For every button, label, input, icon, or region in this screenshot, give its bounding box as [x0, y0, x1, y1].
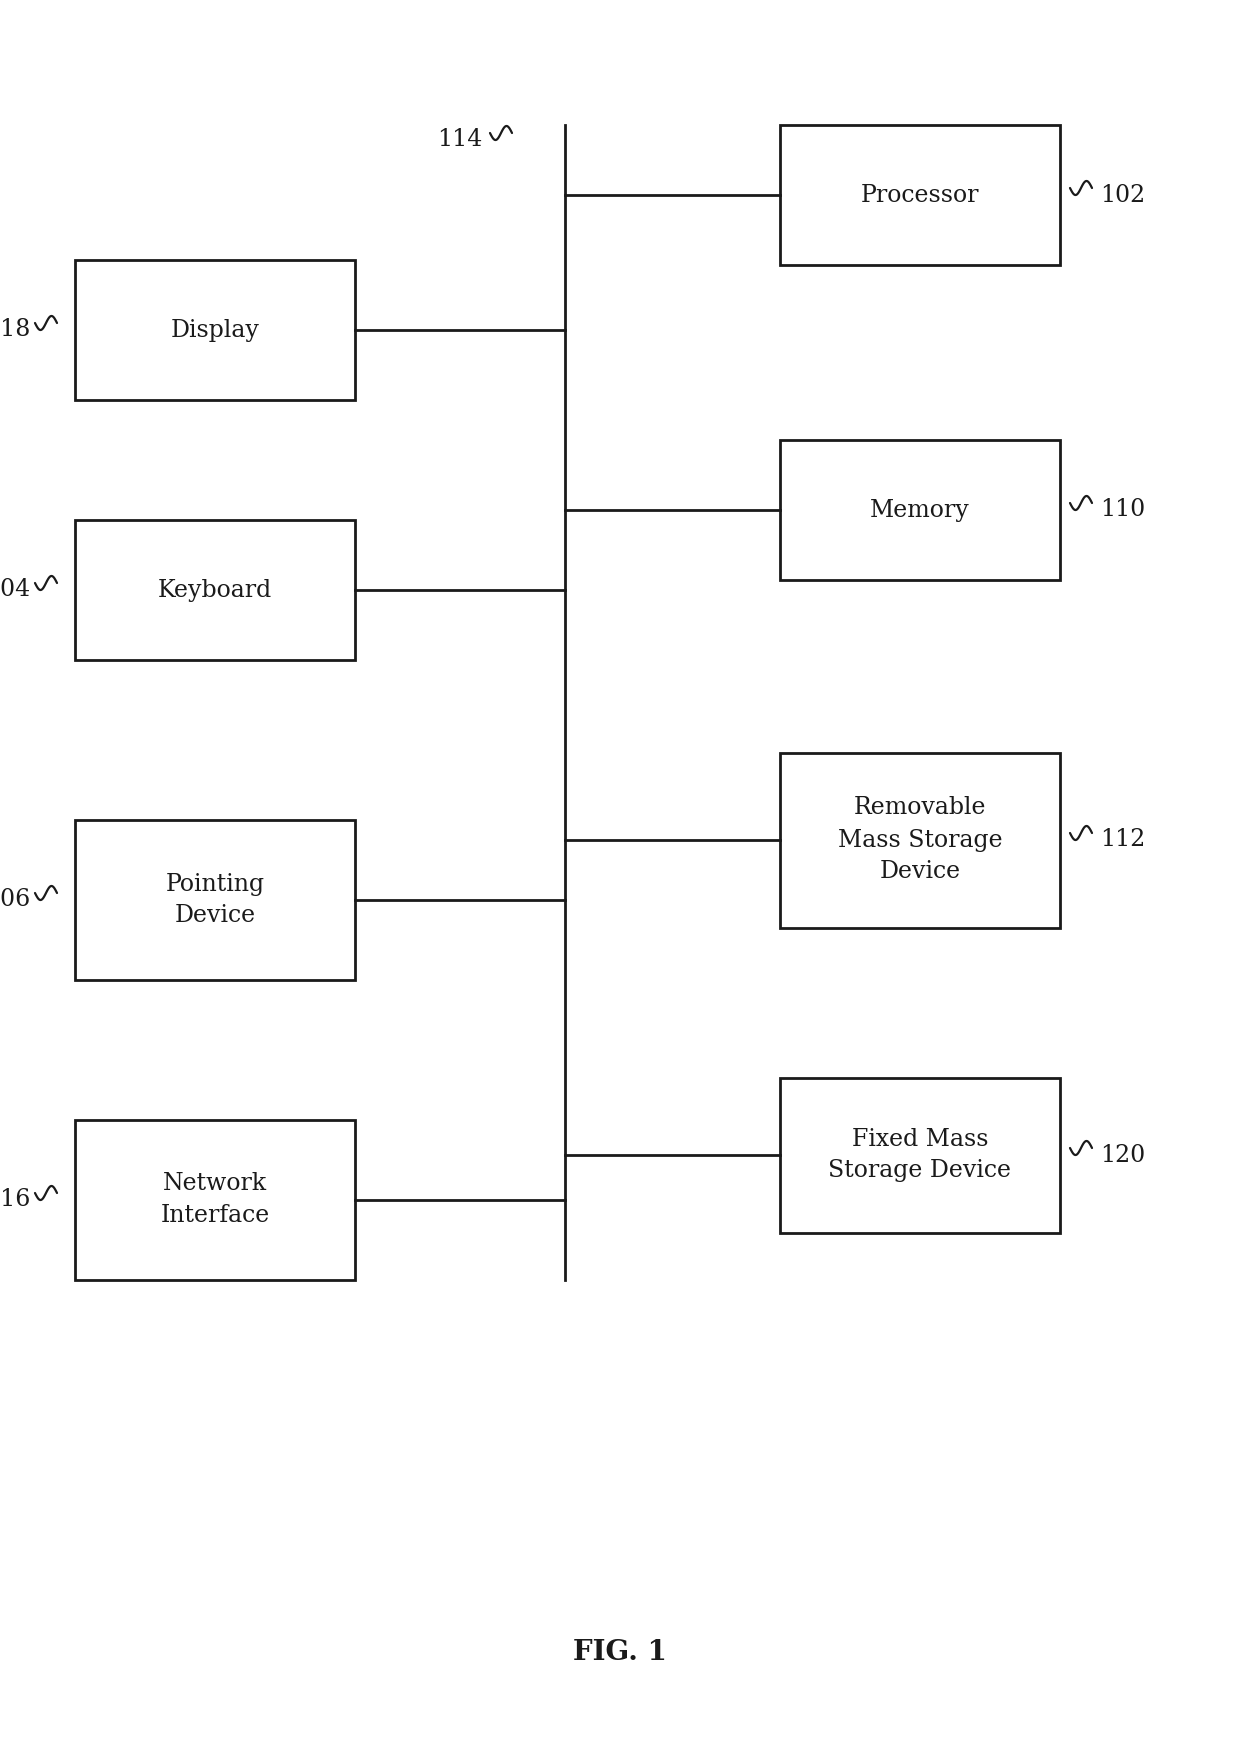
Bar [780, 440, 1060, 580]
Text: Fixed Mass
Storage Device: Fixed Mass Storage Device [828, 1127, 1012, 1182]
Text: 112: 112 [1100, 829, 1146, 851]
Bar [74, 1120, 355, 1280]
Text: 114: 114 [436, 129, 482, 152]
Text: FIG. 1: FIG. 1 [573, 1640, 667, 1666]
Bar [780, 752, 1060, 928]
Text: 110: 110 [1100, 498, 1146, 521]
Text: 118: 118 [0, 318, 30, 341]
Text: Processor: Processor [861, 184, 980, 206]
Text: 104: 104 [0, 579, 30, 601]
Text: Memory: Memory [870, 498, 970, 521]
Bar [780, 1077, 1060, 1232]
Text: 102: 102 [1100, 184, 1146, 206]
Bar [74, 820, 355, 981]
Text: Pointing
Device: Pointing Device [165, 872, 264, 928]
Text: Network
Interface: Network Interface [160, 1173, 269, 1227]
Text: 120: 120 [1100, 1143, 1146, 1166]
Text: Removable
Mass Storage
Device: Removable Mass Storage Device [838, 797, 1002, 883]
Bar [780, 126, 1060, 266]
Text: Display: Display [171, 318, 259, 341]
Text: Keyboard: Keyboard [157, 579, 272, 601]
Bar [74, 519, 355, 661]
Text: 106: 106 [0, 888, 30, 911]
Text: 116: 116 [0, 1189, 30, 1211]
Bar [74, 260, 355, 400]
